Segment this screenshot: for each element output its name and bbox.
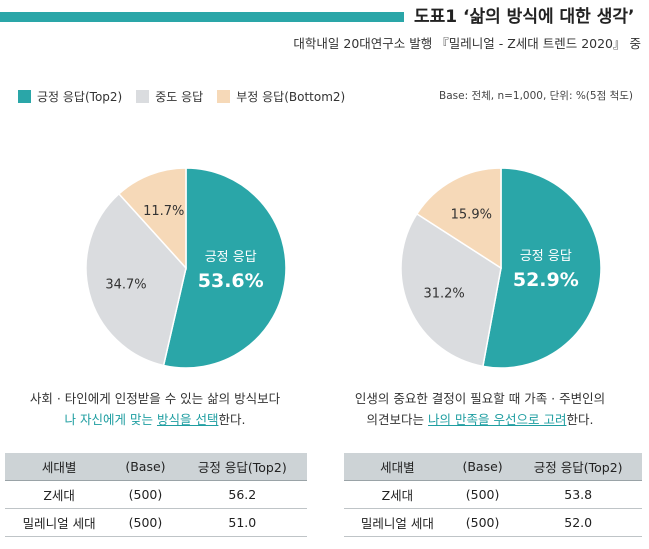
caption-right-highlight: 나의 만족을 우선으로 고려	[428, 412, 567, 427]
header-generation: 세대별	[5, 453, 114, 481]
pie-0-slice-negative	[117, 167, 187, 270]
table-row: 밀레니얼 세대 (500) 52.0	[344, 508, 642, 537]
legend-label-positive: 긍정 응답(Top2)	[37, 89, 123, 104]
caption-left: 사회 · 타인에게 인정받을 수 있는 삶의 방식보다 나 자신에게 맞는 방식…	[5, 388, 305, 430]
pie-0-slice-positive	[162, 167, 287, 369]
legend-item-neutral: 중도 응답	[136, 88, 203, 105]
pie-0-label-neutral: 34.7%	[105, 278, 146, 293]
header-base: (Base)	[113, 453, 178, 481]
table-left: 세대별 (Base) 긍정 응답(Top2) Z세대 (500) 56.2 밀레…	[5, 453, 307, 537]
table-header-row: 세대별 (Base) 긍정 응답(Top2)	[344, 453, 642, 481]
pie-chart-left: 긍정 응답 53.6% 34.7% 11.7%	[85, 167, 287, 369]
source-note: 대학내일 20대연구소 발행 『밀레니얼 - Z세대 트렌드 2020』 중	[293, 36, 641, 51]
pie-0-slice-neutral	[85, 192, 187, 367]
pie-1-label-neutral: 31.2%	[423, 287, 464, 302]
cell-base: (500)	[113, 480, 178, 509]
pie-chart-right: 긍정 응답 52.9% 31.2% 15.9%	[400, 167, 602, 369]
cell-positive: 52.0	[514, 508, 642, 537]
table-row: 밀레니얼 세대 (500) 51.0	[5, 508, 307, 537]
base-note: Base: 전체, n=1,000, 단위: %(5점 척도)	[439, 90, 633, 102]
pie-1-center-label: 긍정 응답	[520, 249, 572, 264]
pie-0-center-label: 긍정 응답	[205, 250, 257, 265]
cell-positive: 56.2	[177, 480, 307, 509]
title-accent-bar	[0, 12, 404, 22]
pie-1-label-negative: 15.9%	[451, 208, 492, 223]
legend-label-neutral: 중도 응답	[155, 89, 204, 104]
pie-1-slice-positive	[482, 167, 602, 369]
legend-swatch-neutral	[136, 89, 150, 103]
pie-1-label-positive: 52.9%	[513, 269, 579, 291]
legend: 긍정 응답(Top2) 중도 응답 부정 응답(Bottom2)	[18, 87, 359, 105]
caption-right-line1: 인생의 중요한 결정이 필요할 때 가족 · 주변인의	[354, 391, 606, 406]
header-generation: 세대별	[344, 453, 451, 481]
legend-swatch-positive	[18, 89, 31, 103]
pie-0-label-positive: 53.6%	[198, 270, 264, 292]
legend-item-negative: 부정 응답(Bottom2)	[217, 88, 345, 105]
header-base: (Base)	[450, 453, 515, 481]
cell-positive: 51.0	[177, 508, 307, 537]
caption-right-lead: 의견보다는	[366, 412, 429, 427]
cell-base: (500)	[450, 480, 515, 509]
caption-right-tail: 한다.	[566, 412, 594, 427]
header-positive: 긍정 응답(Top2)	[514, 453, 642, 481]
page-title: 도표1 ‘삶의 방식에 대한 생각’	[414, 7, 635, 27]
legend-item-positive: 긍정 응답(Top2)	[18, 88, 122, 105]
pie-1-slice-negative	[415, 167, 502, 270]
cell-base: (500)	[450, 508, 515, 537]
cell-generation: 밀레니얼 세대	[5, 508, 114, 537]
cell-generation: Z세대	[344, 480, 451, 509]
caption-right-line2: 의견보다는 나의 만족을 우선으로 고려한다.	[330, 409, 630, 430]
pie-0-label-negative: 11.7%	[143, 204, 184, 219]
caption-left-line1: 사회 · 타인에게 인정받을 수 있는 삶의 방식보다	[29, 391, 281, 406]
legend-label-negative: 부정 응답(Bottom2)	[236, 89, 346, 104]
table-row: Z세대 (500) 56.2	[5, 480, 307, 509]
cell-positive: 53.8	[514, 480, 642, 509]
cell-generation: 밀레니얼 세대	[344, 508, 451, 537]
caption-left-tail: 한다.	[218, 412, 246, 427]
cell-generation: Z세대	[5, 480, 114, 509]
cell-base: (500)	[113, 508, 178, 537]
caption-right: 인생의 중요한 결정이 필요할 때 가족 · 주변인의 의견보다는 나의 만족을…	[330, 388, 630, 430]
caption-left-line2: 나 자신에게 맞는 방식을 선택한다.	[5, 409, 305, 430]
legend-swatch-negative	[217, 89, 231, 103]
table-header-row: 세대별 (Base) 긍정 응답(Top2)	[5, 453, 307, 481]
caption-left-highlight-b: 방식을 선택	[156, 412, 219, 427]
caption-left-highlight-a: 나 자신에게 맞는	[64, 412, 157, 427]
header-positive: 긍정 응답(Top2)	[177, 453, 307, 481]
table-right: 세대별 (Base) 긍정 응답(Top2) Z세대 (500) 53.8 밀레…	[344, 453, 642, 537]
table-row: Z세대 (500) 53.8	[344, 480, 642, 509]
